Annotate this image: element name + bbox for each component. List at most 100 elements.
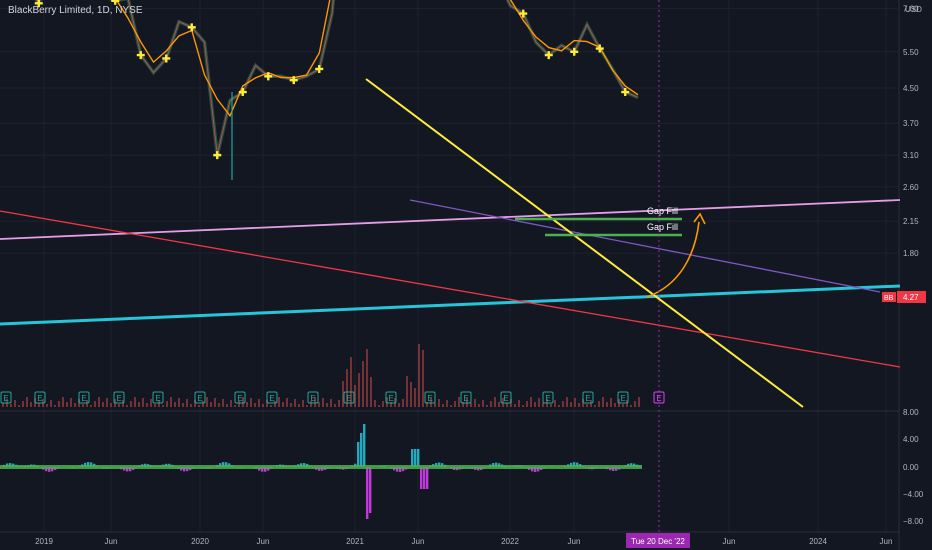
- volume-bar: [530, 397, 532, 407]
- volume-bar: [254, 403, 256, 407]
- earnings-icon-label: E: [585, 394, 590, 403]
- oscillator-bar: [369, 467, 372, 513]
- earnings-icon[interactable]: [460, 391, 472, 404]
- volume-bar: [2, 403, 4, 407]
- volume-bar: [578, 403, 580, 407]
- projection-arrow[interactable]: [646, 221, 700, 298]
- volume-bar: [170, 397, 172, 407]
- earnings-icon[interactable]: [617, 391, 629, 404]
- earnings-icon[interactable]: [500, 391, 512, 404]
- volume-bar: [538, 398, 540, 407]
- volume-bar: [390, 402, 392, 407]
- x-tick-label: Tue 20 Dec '22: [631, 537, 685, 546]
- volume-bar: [98, 397, 100, 407]
- current-date-badge: [626, 533, 690, 548]
- earnings-icon-label: E: [346, 394, 351, 403]
- volume-bar: [398, 403, 400, 407]
- trendlines: [0, 0, 901, 532]
- volume-bar: [186, 399, 188, 407]
- earnings-icon[interactable]: [343, 391, 355, 404]
- earnings-icon[interactable]: [234, 391, 246, 404]
- oscillator-bar: [129, 467, 132, 472]
- oscillator-bar: [531, 467, 534, 472]
- volume-bar: [322, 398, 324, 407]
- volume-bar: [490, 401, 492, 407]
- signal-marker: [519, 9, 528, 18]
- earnings-icon-label: E: [620, 394, 625, 403]
- oscillator-bar: [87, 462, 90, 467]
- volume-bar: [238, 401, 240, 407]
- volume-bar: [278, 397, 280, 407]
- earnings-icon[interactable]: [542, 391, 554, 404]
- volume-bars: [2, 344, 640, 407]
- oscillator-bar: [570, 462, 573, 467]
- oscillator-bar: [186, 467, 189, 472]
- x-tick-label: 2022: [501, 537, 519, 546]
- moving-average-line: [115, 0, 639, 118]
- earnings-icon[interactable]: [113, 391, 125, 404]
- volume-bar: [478, 404, 480, 407]
- volume-bar: [286, 398, 288, 407]
- volume-bar: [90, 405, 92, 407]
- volume-bar: [138, 402, 140, 407]
- volume-bar: [50, 400, 52, 407]
- earnings-icon-label: E: [463, 394, 468, 403]
- volume-bar: [102, 402, 104, 407]
- volume-bar: [486, 405, 488, 407]
- earnings-icon[interactable]: [266, 391, 278, 404]
- volume-bar: [378, 405, 380, 407]
- trendline-yellow-down[interactable]: [365, 78, 804, 408]
- volume-bar: [614, 403, 616, 407]
- earnings-icon[interactable]: [582, 391, 594, 404]
- oscillator-tick-label: 8.00: [903, 408, 919, 417]
- oscillator-bar: [426, 467, 429, 489]
- volume-bar: [222, 399, 224, 407]
- oscillator-bar: [573, 462, 576, 467]
- volume-bar: [66, 402, 68, 407]
- volume-bar: [178, 398, 180, 407]
- trendline-purple-down[interactable]: [409, 199, 881, 293]
- earnings-icon-label: E: [388, 394, 393, 403]
- oscillator-bar: [396, 467, 399, 472]
- earnings-icon-label: E: [503, 394, 508, 403]
- earnings-icon[interactable]: [194, 391, 206, 404]
- price-axis[interactable]: USD 44.0036.5030.5024.5020.5016.5013.501…: [903, 0, 924, 526]
- trendline-pink-channel[interactable]: [0, 199, 901, 240]
- earnings-icon[interactable]: [424, 391, 436, 404]
- volume-bar: [454, 401, 456, 407]
- oscillator-bar: [183, 467, 186, 472]
- volume-bar: [410, 382, 412, 407]
- earnings-icon[interactable]: [78, 391, 90, 404]
- earnings-icon-label: E: [237, 394, 242, 403]
- trendline-blue-support[interactable]: [0, 284, 901, 326]
- oscillator-bar: [126, 467, 129, 472]
- trendline-red-down[interactable]: [0, 210, 901, 368]
- oscillator-bar: [417, 449, 420, 467]
- signal-marker: [570, 47, 579, 56]
- y-tick-label: 5.50: [903, 48, 919, 57]
- volume-bar: [54, 405, 56, 407]
- volume-bar: [142, 398, 144, 407]
- earnings-icon-label: E: [81, 394, 86, 403]
- oscillator-bar: [411, 449, 414, 467]
- volume-bar: [350, 357, 352, 407]
- volume-bar: [498, 402, 500, 407]
- volume-bar: [362, 361, 364, 407]
- volume-bar: [46, 404, 48, 407]
- signal-marker: [315, 64, 324, 73]
- earnings-icon[interactable]: [0, 391, 12, 404]
- signal-marker: [162, 54, 171, 63]
- earnings-icon[interactable]: [385, 391, 397, 404]
- volume-bar: [602, 397, 604, 407]
- volume-bar: [382, 401, 384, 407]
- volume-bar: [146, 403, 148, 407]
- earnings-icon[interactable]: [152, 391, 164, 404]
- earnings-icon[interactable]: [34, 391, 46, 404]
- oscillator-bar: [45, 467, 48, 472]
- earnings-icon[interactable]: [307, 391, 319, 404]
- volume-bar: [210, 402, 212, 407]
- earnings-icon[interactable]: [653, 391, 665, 404]
- time-axis[interactable]: 2019 Jun 2020 Jun 2021 Jun 2022 Jun Tue 20 Dec '…: [35, 533, 892, 548]
- signal-marker: [238, 88, 247, 97]
